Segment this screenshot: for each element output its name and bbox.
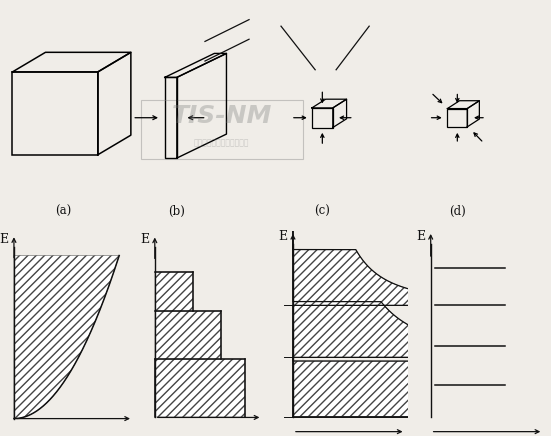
Text: (b): (b) [168, 205, 185, 218]
Polygon shape [155, 272, 193, 311]
Polygon shape [155, 311, 220, 359]
Text: E: E [278, 230, 287, 243]
Text: E: E [416, 230, 425, 243]
Text: (c): (c) [315, 205, 330, 218]
Text: (a): (a) [55, 205, 72, 218]
Text: 深圳市青山新材料有限公司: 深圳市青山新材料有限公司 [194, 139, 249, 147]
Text: E: E [0, 233, 9, 246]
Text: (d): (d) [449, 205, 466, 218]
Polygon shape [155, 359, 245, 417]
Text: TIS-NM: TIS-NM [171, 103, 272, 128]
Text: E: E [140, 233, 149, 246]
